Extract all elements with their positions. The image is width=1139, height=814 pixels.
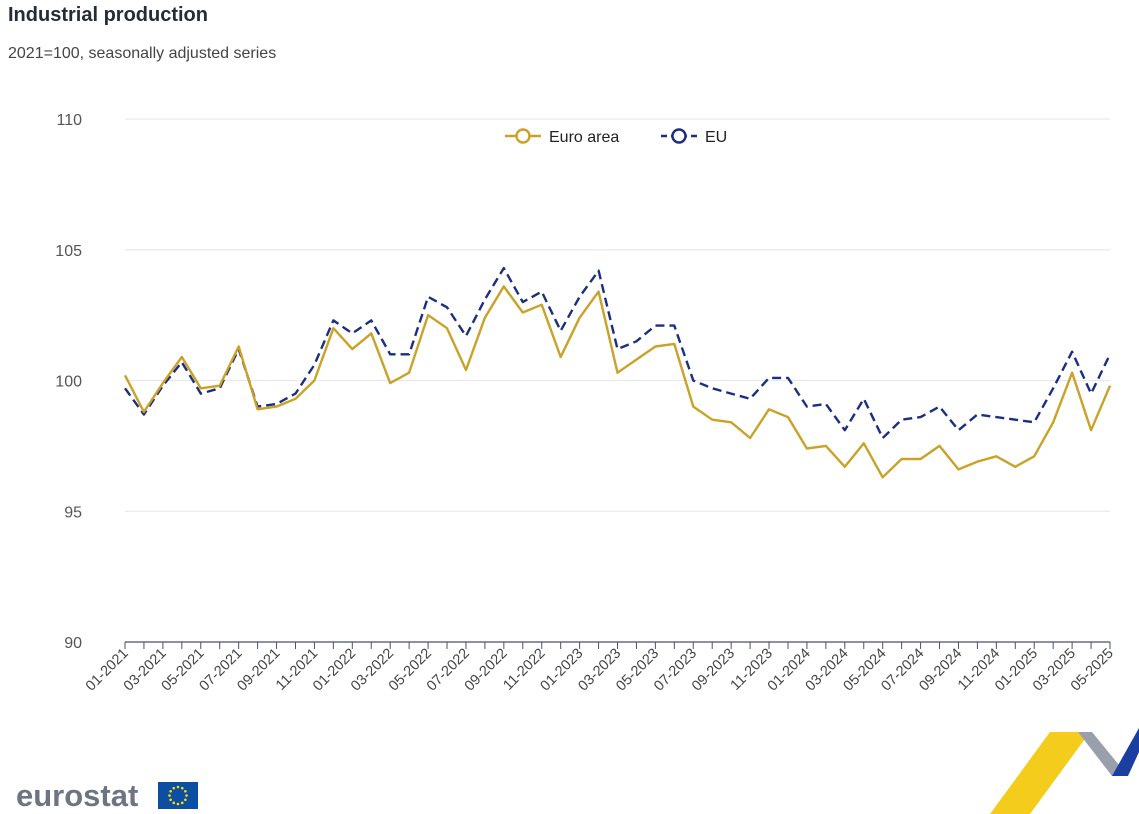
- flag-star-icon: [176, 802, 180, 806]
- y-axis: 90 95 100 105 110: [55, 112, 82, 652]
- legend-marker-icon: [515, 128, 531, 144]
- flag-star-icon: [172, 786, 176, 790]
- eu-flag-icon: [158, 782, 198, 809]
- y-tick-label: 90: [64, 635, 82, 652]
- x-tick-label: 05-2025: [1068, 646, 1117, 695]
- flag-star-icon: [172, 801, 176, 805]
- blue-ribbon-shape: [1112, 728, 1139, 776]
- flag-star-icon: [180, 801, 184, 805]
- flag-star-icon: [169, 789, 172, 793]
- y-tick-label: 105: [55, 243, 82, 260]
- x-axis: 01-202103-202105-202107-202109-202111-20…: [83, 641, 1117, 695]
- gridlines: [125, 118, 1110, 512]
- eu-stars-icon: [168, 785, 188, 806]
- corner-decoration: [990, 728, 1139, 814]
- eurostat-logo-text: eurostat: [16, 778, 139, 813]
- legend-label: Euro area: [549, 129, 619, 146]
- flag-star-icon: [176, 785, 180, 789]
- y-tick-label: 95: [64, 504, 82, 521]
- legend[interactable]: Euro area EU: [505, 128, 727, 146]
- x-tick-label: 09-2024: [916, 646, 965, 695]
- x-tick-label: 09-2022: [462, 646, 511, 695]
- chart-title: Industrial production: [8, 4, 208, 26]
- legend-item-eu[interactable]: EU: [661, 128, 727, 146]
- y-tick-label: 100: [55, 374, 82, 391]
- grey-ribbon-shape: [1078, 732, 1128, 776]
- flag-star-icon: [185, 794, 188, 797]
- flag-star-icon: [180, 786, 184, 790]
- legend-label: EU: [705, 129, 727, 146]
- yellow-ribbon-shape: [990, 732, 1090, 814]
- x-tick-label: 09-2023: [689, 646, 738, 695]
- y-tick-label: 110: [56, 112, 82, 129]
- flag-star-icon: [184, 798, 187, 802]
- flag-star-icon: [169, 798, 172, 802]
- chart-subtitle: 2021=100, seasonally adjusted series: [8, 45, 277, 62]
- series-lines: [123, 266, 1112, 479]
- legend-marker-icon: [671, 128, 687, 144]
- series-line-eu: [124, 266, 1112, 440]
- flag-star-icon: [184, 789, 187, 793]
- series-line-euro-area: [123, 285, 1112, 479]
- legend-item-euro-area[interactable]: Euro area: [505, 128, 619, 146]
- x-tick-label: 09-2021: [234, 646, 283, 695]
- flag-star-icon: [168, 794, 171, 797]
